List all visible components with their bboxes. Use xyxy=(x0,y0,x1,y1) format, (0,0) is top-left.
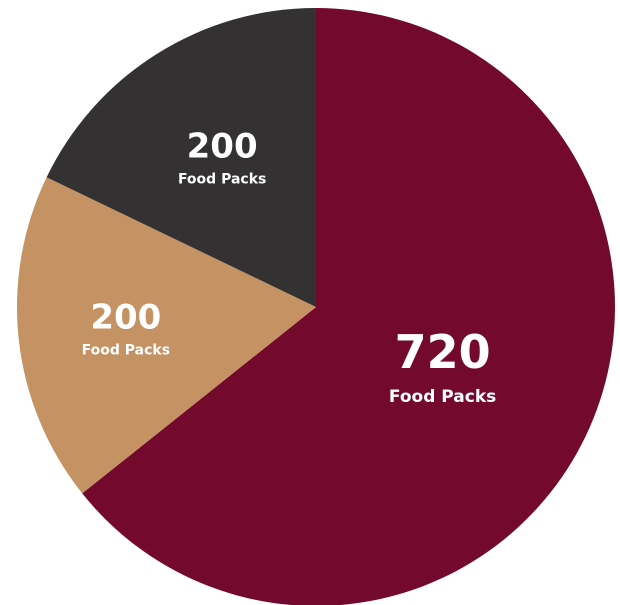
pie-slice xyxy=(82,8,615,605)
slice-unit-label: Food Packs xyxy=(389,387,496,407)
slice-value-label: 200 xyxy=(187,127,258,167)
pie-labels: 720 Food Packs 200 Food Packs 200 Food Packs xyxy=(82,127,497,407)
pie-slice xyxy=(46,8,316,307)
slice-value-label: 200 xyxy=(90,297,161,337)
slice-value-label: 720 xyxy=(395,325,491,379)
slice-unit-label: Food Packs xyxy=(82,342,170,358)
slice-unit-label: Food Packs xyxy=(178,172,266,188)
pie-slices xyxy=(16,8,615,605)
pie-slice xyxy=(16,177,316,494)
